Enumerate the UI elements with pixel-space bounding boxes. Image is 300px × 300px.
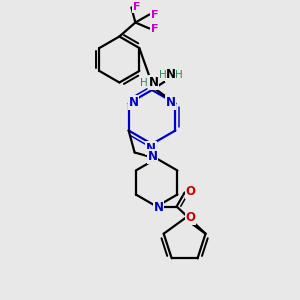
Text: H: H <box>175 70 183 80</box>
Text: F: F <box>133 2 140 13</box>
Text: O: O <box>186 185 196 198</box>
Text: N: N <box>148 76 158 89</box>
Text: H: H <box>159 70 167 80</box>
Text: N: N <box>146 142 156 154</box>
Text: N: N <box>165 96 176 109</box>
Text: O: O <box>186 211 196 224</box>
Text: N: N <box>154 201 164 214</box>
Text: N: N <box>129 96 139 109</box>
Text: F: F <box>151 10 158 20</box>
Text: N: N <box>166 68 176 82</box>
Text: H: H <box>140 77 147 88</box>
Text: N: N <box>148 150 158 163</box>
Text: F: F <box>151 23 158 34</box>
